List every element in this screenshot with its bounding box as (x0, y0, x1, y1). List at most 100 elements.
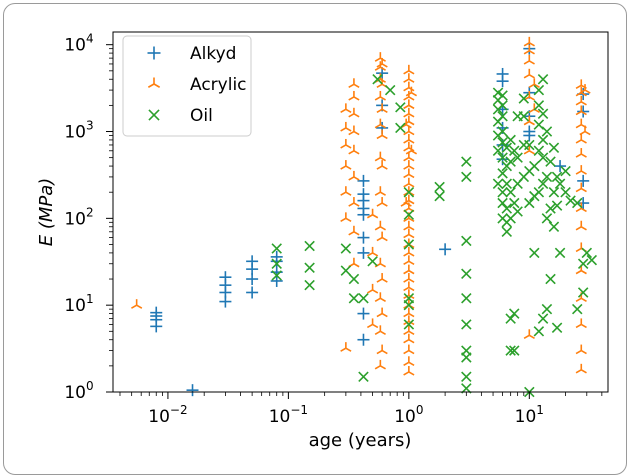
data-point-acrylic (340, 342, 352, 352)
data-point-acrylic (403, 107, 415, 118)
data-point-oil (492, 145, 504, 157)
data-point-alkyd (150, 306, 163, 319)
data-point-oil (548, 186, 560, 198)
data-point-acrylic (348, 144, 360, 155)
data-point-oil (461, 319, 472, 330)
y-tick-label: 102 (64, 205, 93, 229)
legend-label: Alkyd (190, 44, 236, 64)
data-point-oil (548, 221, 560, 233)
data-point-alkyd (186, 384, 199, 397)
data-point-acrylic (376, 307, 388, 318)
data-point-oil (518, 93, 530, 104)
x-axis-title: age (years) (309, 430, 412, 451)
data-point-oil (271, 258, 282, 269)
data-point-oil (560, 186, 571, 198)
data-point-oil (537, 313, 549, 324)
data-point-oil (512, 152, 523, 163)
data-point-oil (581, 247, 593, 259)
data-point-acrylic (403, 73, 415, 83)
x-tick-label: 10−2 (148, 403, 187, 427)
data-point-oil (533, 326, 545, 337)
data-point-acrylic (523, 54, 535, 65)
data-point-oil (304, 279, 315, 291)
data-point-oil (551, 322, 563, 333)
data-point-oil (497, 168, 508, 179)
data-point-acrylic (366, 283, 379, 294)
data-point-oil (461, 235, 472, 247)
data-point-acrylic (374, 151, 386, 162)
data-point-acrylic (403, 64, 415, 75)
data-point-oil (509, 145, 520, 157)
data-point-acrylic (523, 329, 535, 339)
data-point-oil (348, 293, 360, 304)
data-point-alkyd (577, 174, 590, 187)
data-point-oil (461, 171, 472, 183)
data-point-oil (537, 108, 549, 120)
scatter-chart: 10−2 10−1 100 101 100 101 102 103 104 age (year… (36, 31, 609, 451)
axes-frame (112, 31, 609, 393)
data-point-acrylic (374, 118, 386, 129)
data-point-acrylic (376, 57, 388, 68)
data-point-oil (395, 122, 406, 134)
data-point-oil (541, 213, 553, 224)
data-point-oil (509, 197, 520, 209)
data-point-alkyd (357, 231, 370, 244)
data-point-oil (384, 84, 396, 96)
data-point-oil (372, 73, 383, 85)
data-point-alkyd (577, 105, 590, 118)
data-point-oil (529, 160, 540, 172)
data-point-alkyd (554, 160, 567, 173)
data-point-oil (497, 126, 508, 137)
data-point-oil (560, 165, 571, 177)
y-axis-ticks: 100 101 102 103 104 (64, 32, 113, 403)
data-point-oil (548, 142, 560, 154)
data-point-oil (509, 308, 520, 319)
data-point-acrylic (403, 365, 415, 376)
data-point-oil (537, 134, 549, 146)
data-point-acrylic (523, 44, 535, 55)
data-point-oil (403, 239, 415, 250)
legend-marker-alkyd (147, 46, 161, 60)
data-point-acrylic (374, 325, 386, 336)
data-point-acrylic (403, 255, 415, 266)
data-point-acrylic (403, 133, 415, 144)
data-point-acrylic (376, 197, 388, 207)
data-point-oil (501, 178, 513, 190)
legend-item-acrylic: Acrylic (147, 75, 247, 95)
data-point-oil (509, 345, 520, 356)
data-point-acrylic (340, 103, 352, 114)
data-point-acrylic (403, 273, 415, 283)
data-point-acrylic (403, 333, 415, 344)
data-point-oil (501, 226, 513, 238)
data-point-oil (541, 126, 553, 137)
data-point-acrylic (523, 36, 535, 47)
data-point-acrylic (374, 90, 386, 101)
data-point-acrylic (523, 115, 535, 126)
data-point-oil (434, 181, 445, 193)
y-tick-label: 100 (64, 379, 93, 403)
data-point-oil (497, 137, 508, 148)
y-tick-label: 104 (64, 32, 93, 56)
data-point-oil (271, 243, 282, 254)
data-point-oil (348, 273, 360, 285)
data-point-oil (497, 186, 508, 198)
legend-label: Acrylic (190, 75, 247, 95)
data-point-oil (403, 186, 415, 198)
data-point-acrylic (403, 307, 415, 318)
data-point-acrylic (340, 138, 352, 149)
data-point-acrylic (403, 246, 415, 257)
x-tick-label: 100 (394, 403, 423, 427)
data-point-acrylic (376, 129, 388, 140)
x-tick-label: 101 (515, 403, 544, 427)
data-point-acrylic (575, 165, 587, 175)
data-point-acrylic (405, 86, 418, 97)
legend-box (122, 35, 252, 137)
data-point-oil (461, 352, 472, 363)
data-point-oil (545, 273, 556, 285)
data-point-acrylic (376, 344, 388, 355)
data-point-oil (524, 139, 535, 151)
data-point-alkyd (496, 67, 509, 80)
data-point-oil (497, 100, 508, 111)
y-tick-label: 101 (64, 292, 93, 316)
legend-marker-oil (148, 109, 160, 121)
